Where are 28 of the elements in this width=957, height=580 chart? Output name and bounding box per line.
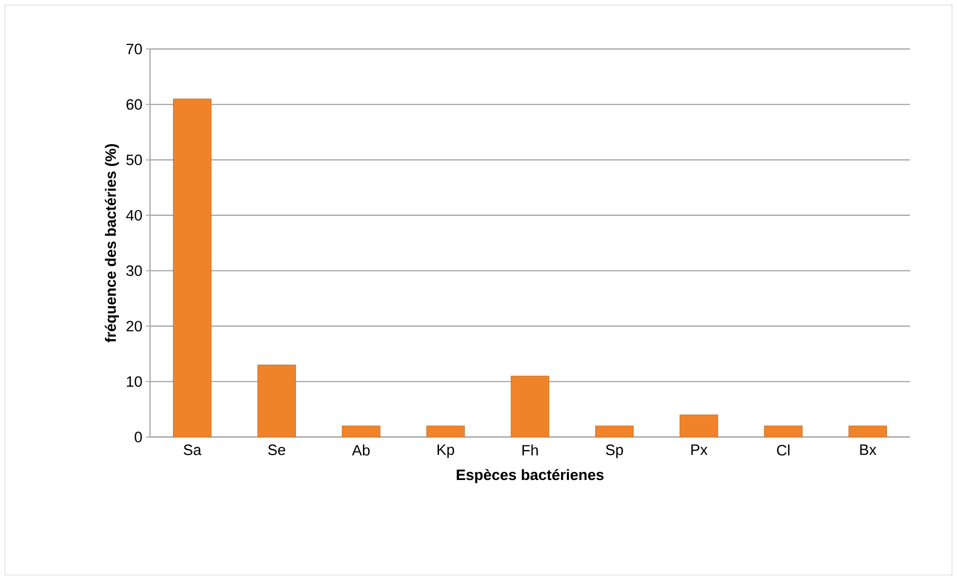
bar bbox=[342, 426, 380, 437]
x-axis-title: Espèces bactérienes bbox=[456, 468, 604, 484]
bar bbox=[764, 426, 803, 437]
y-tick-label: 70 bbox=[126, 44, 142, 54]
x-tick-label: Se bbox=[268, 444, 286, 456]
bar bbox=[510, 376, 550, 437]
x-tick-label: Bx bbox=[860, 444, 876, 455]
bar bbox=[680, 414, 718, 437]
y-tick-label: 40 bbox=[126, 210, 142, 221]
y-tick-label: 20 bbox=[126, 320, 142, 332]
y-tick-label: 10 bbox=[126, 376, 142, 387]
bar bbox=[257, 364, 296, 437]
y-tick-label: 0 bbox=[134, 432, 142, 442]
y-axis-title: fréquence des bactéries (%) bbox=[104, 144, 119, 342]
bar bbox=[426, 426, 465, 437]
x-tick-label: Cl bbox=[777, 444, 790, 456]
x-tick-label: Kp bbox=[438, 444, 454, 458]
x-tick-label: Px bbox=[691, 444, 708, 455]
x-tick-label: Ab bbox=[352, 444, 370, 456]
bar bbox=[848, 426, 887, 437]
x-tick-label: Sa bbox=[184, 444, 202, 456]
x-tick-label: Sp bbox=[606, 444, 623, 458]
y-tick-label: 50 bbox=[126, 154, 142, 166]
x-tick-label: Fh bbox=[522, 444, 538, 456]
bar bbox=[595, 426, 634, 437]
y-tick-label: 60 bbox=[126, 99, 142, 110]
y-tick-label: 30 bbox=[126, 265, 142, 276]
bar bbox=[173, 98, 212, 437]
